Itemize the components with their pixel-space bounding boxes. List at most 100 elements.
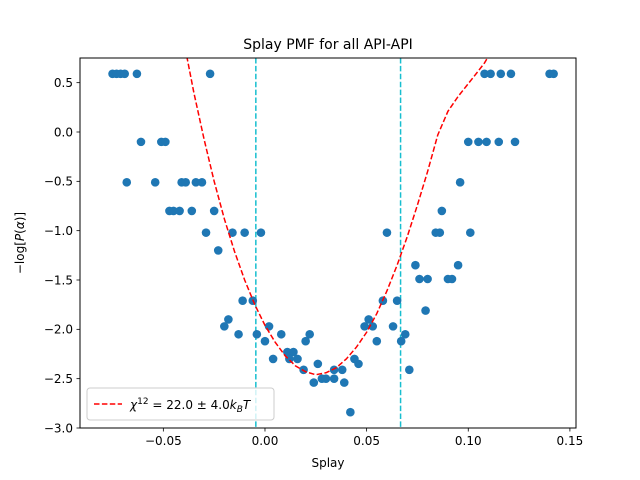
- scatter-point-85: [309, 378, 319, 387]
- y-tick-label: −2.5: [44, 372, 73, 386]
- x-axis-ticks: −0.05 0.00 0.05 0.10 0.15: [145, 428, 583, 448]
- scatter-point-40: [435, 228, 445, 237]
- scatter-point-64: [305, 329, 315, 339]
- scatter-point-87: [346, 407, 355, 417]
- x-tick-label: 0.05: [353, 434, 380, 448]
- fit-curve-line: [186, 58, 489, 376]
- reference-lines: [255, 58, 402, 428]
- scatter-point-72: [268, 354, 278, 364]
- scatter-point-31: [187, 206, 197, 216]
- y-axis-ticks: 0.5 0.0 −0.5 −1.0 −1.5 −2.0 −2.5 −3.0: [44, 76, 80, 435]
- scatter-point-30: [175, 206, 184, 216]
- scatter-point-13: [136, 137, 146, 147]
- scatter-point-77: [354, 359, 363, 369]
- y-axis-label: −log[P(α)]: [13, 212, 27, 274]
- scatter-point-25: [191, 178, 201, 187]
- y-tick-label: −1.0: [44, 224, 73, 238]
- x-axis-label: Splay: [311, 456, 344, 470]
- legend-box: [86, 387, 275, 421]
- scatter-point-19: [494, 137, 504, 147]
- scatter-point-76: [313, 359, 323, 369]
- scatter-point-26: [197, 178, 207, 187]
- scatter-point-37: [256, 228, 266, 237]
- scatter-point-27: [455, 178, 465, 187]
- fit-curve-group: [186, 58, 489, 376]
- scatter-point-74: [293, 354, 302, 364]
- axes-frame: [79, 57, 577, 429]
- scatter-point-32: [209, 206, 219, 216]
- y-tick-label: −3.0: [44, 421, 73, 435]
- y-tick-label: −0.5: [44, 175, 73, 189]
- scatter-point-70: [283, 347, 292, 357]
- scatter-point-21: [122, 178, 132, 187]
- scatter-point-56: [264, 322, 274, 331]
- x-tick-label: −0.05: [145, 434, 182, 448]
- scatter-point-29: [169, 206, 178, 216]
- scatter-point-48: [447, 274, 457, 284]
- scatter-point-58: [368, 322, 378, 331]
- scatter-point-7: [480, 69, 489, 79]
- plot-area: [79, 57, 577, 429]
- scatter-point-59: [388, 322, 398, 331]
- scatter-point-52: [392, 296, 402, 306]
- scatter-point-4: [120, 69, 130, 79]
- scatter-point-33: [437, 206, 447, 216]
- y-tick-label: 0.0: [54, 125, 73, 139]
- scatter-point-54: [224, 315, 233, 324]
- scatter-point-17: [474, 137, 483, 147]
- legend-label: χ12 = 22.0 ± 4.0kBT: [129, 397, 252, 415]
- scatter-point-41: [466, 228, 475, 237]
- scatter-point-68: [372, 336, 382, 346]
- scatter-point-55: [220, 322, 229, 331]
- scatter-point-10: [506, 69, 516, 79]
- scatter-point-42: [213, 246, 223, 255]
- scatter-point-8: [486, 69, 495, 79]
- scatter-point-34: [201, 228, 211, 237]
- scatter-point-57: [360, 322, 369, 331]
- scatter-point-36: [240, 228, 249, 237]
- scatter-point-81: [405, 365, 414, 375]
- scatter-point-43: [411, 260, 420, 270]
- scatter-point-49: [238, 296, 247, 306]
- scatter-point-44: [453, 260, 463, 270]
- scatter-point-65: [400, 329, 410, 339]
- scatter-point-53: [421, 306, 430, 315]
- scatter-point-35: [228, 228, 237, 237]
- scatter-point-5: [132, 69, 142, 79]
- scatter-point-6: [205, 69, 215, 79]
- scatter-point-22: [150, 178, 160, 187]
- scatter-point-9: [496, 69, 506, 79]
- scatter-point-69: [396, 336, 406, 346]
- scatter-point-71: [289, 347, 298, 357]
- scatter-point-80: [337, 365, 347, 375]
- scatter-point-86: [339, 378, 349, 387]
- scatter-point-66: [260, 336, 270, 346]
- y-tick-label: 0.5: [54, 76, 73, 90]
- scatter-point-63: [276, 329, 286, 339]
- scatter-point-20: [510, 137, 520, 147]
- scatter-point-61: [234, 329, 243, 339]
- scatter-points: [108, 69, 558, 417]
- scatter-point-16: [463, 137, 473, 147]
- scatter-point-18: [482, 137, 491, 147]
- x-tick-label: 0.00: [252, 434, 279, 448]
- scatter-point-67: [301, 336, 310, 346]
- x-tick-label: 0.15: [557, 434, 584, 448]
- scatter-point-84: [329, 374, 339, 383]
- scatter-point-24: [181, 178, 190, 187]
- scatter-point-60: [364, 315, 373, 324]
- y-tick-label: −1.5: [44, 273, 73, 287]
- x-tick-label: 0.10: [455, 434, 482, 448]
- legend: χ12 = 22.0 ± 4.0kBT: [86, 387, 275, 421]
- chart-title: Splay PMF for all API-API: [243, 37, 413, 53]
- scatter-point-45: [415, 274, 424, 284]
- scatter-point-46: [423, 274, 432, 284]
- y-tick-label: −2.0: [44, 323, 73, 337]
- scatter-point-12: [549, 69, 558, 79]
- scatter-point-15: [161, 137, 170, 147]
- scatter-point-38: [382, 228, 392, 237]
- scatter-point-83: [321, 374, 331, 383]
- scatter-point-79: [329, 365, 339, 375]
- scatter-point-62: [252, 329, 262, 339]
